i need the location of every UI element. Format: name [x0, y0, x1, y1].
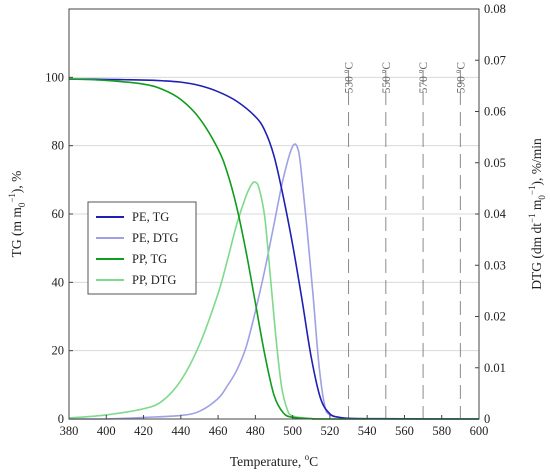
x-tick-label: 460	[209, 424, 228, 438]
x-axis-label: Temperature, oC	[230, 452, 318, 469]
y-left-tick-label: 60	[52, 207, 65, 221]
x-tick-label: 380	[60, 424, 79, 438]
x-tick-label: 560	[395, 424, 414, 438]
x-axis-label-unit: C	[309, 454, 318, 469]
x-tick-label: 600	[470, 424, 489, 438]
temperature-marker-label: 570 ºC	[418, 62, 430, 94]
x-tick-label: 500	[283, 424, 302, 438]
y-right-tick-label: 0.05	[484, 156, 506, 170]
x-tick-label: 400	[97, 424, 116, 438]
legend-entry: PE, TG	[132, 210, 169, 224]
y-left-tick-label: 100	[45, 70, 64, 84]
x-tick-label: 580	[432, 424, 451, 438]
x-axis-label-sup: o	[305, 452, 310, 462]
y-axis-left: 0 20 40 60 80 100	[45, 70, 73, 426]
series-line-pp-tg	[68, 78, 479, 420]
temperature-marker-label: 530 ºC	[344, 62, 356, 94]
x-tick-label: 420	[134, 424, 153, 438]
legend: PE, TG PE, DTG PP, TG PP, DTG	[87, 201, 197, 295]
x-tick-label: 440	[171, 424, 190, 438]
y-right-tick-label: 0.04	[484, 207, 507, 221]
y-right-tick-label: 0.02	[484, 310, 506, 324]
y-axis-right: 0 0.01 0.02 0.03 0.04 0.05 0.06 0.07 0.08	[475, 2, 507, 426]
x-tick-label: 520	[321, 424, 340, 438]
annotation-lines: 530 ºC 550 ºC 570 ºC 590 ºC	[344, 62, 467, 419]
y-right-tick-label: 0	[484, 412, 490, 426]
temperature-marker-label: 550 ºC	[381, 62, 393, 94]
y-axis-right-label: DTG (dm dt−1 m0−1), %/min	[527, 138, 547, 290]
x-tick-label: 540	[358, 424, 377, 438]
y-right-tick-label: 0.07	[484, 53, 506, 67]
x-tick-label: 480	[246, 424, 265, 438]
y-left-tick-label: 40	[52, 275, 65, 289]
series-line-pe-tg	[68, 78, 480, 420]
y-right-tick-label: 0.01	[484, 361, 506, 375]
y-right-tick-label: 0.08	[484, 2, 506, 16]
y-axis-left-label: TG (m m0−1), %	[7, 171, 27, 258]
x-axis: 380 400 420 440 460 480 500 520 540 560 580 600	[60, 415, 489, 438]
legend-entry: PE, DTG	[132, 231, 179, 245]
y-left-tick-label: 0	[58, 412, 64, 426]
y-left-tick-label: 80	[52, 139, 65, 153]
y-right-tick-label: 0.03	[484, 258, 506, 272]
x-axis-label-text: Temperature,	[230, 454, 305, 469]
legend-entry: PP, TG	[132, 252, 167, 266]
temperature-marker-label: 590 ºC	[455, 62, 467, 94]
y-right-tick-label: 0.06	[484, 105, 506, 119]
legend-entry: PP, DTG	[132, 273, 176, 287]
y-left-tick-label: 20	[52, 344, 65, 358]
